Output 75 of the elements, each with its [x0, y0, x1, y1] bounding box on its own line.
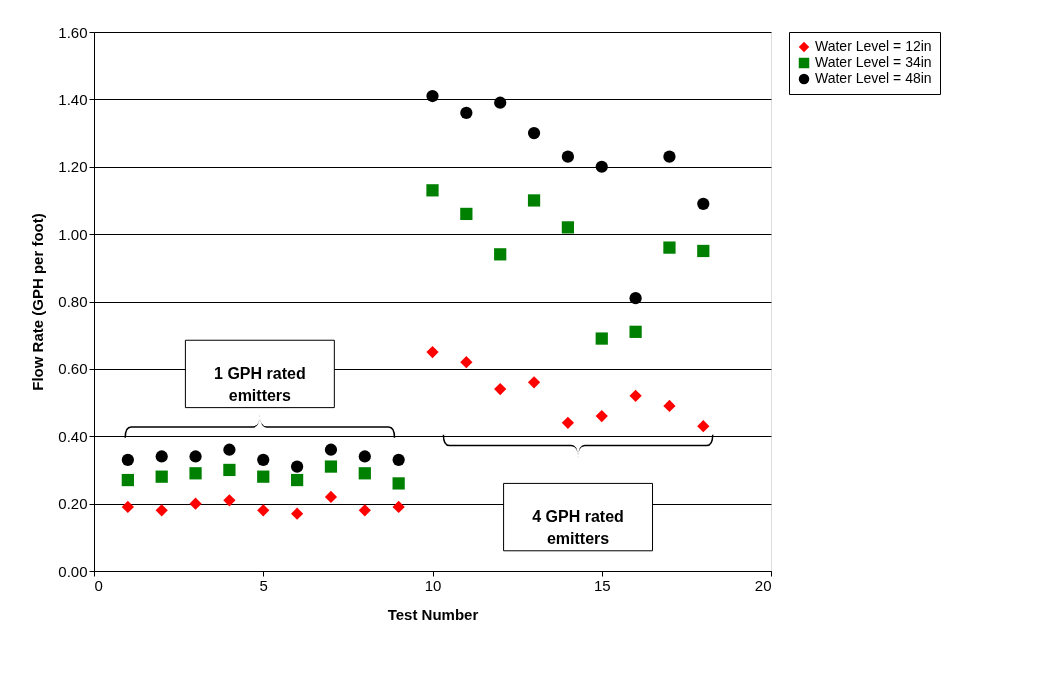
legend-label: Water Level = 12in: [815, 38, 932, 54]
x-tick-label: 10: [424, 576, 442, 594]
point: [290, 507, 304, 520]
point: [460, 207, 473, 221]
point: [494, 248, 507, 261]
point: [663, 150, 676, 163]
point: [155, 470, 168, 483]
point: [257, 504, 270, 517]
y-tick-label: 1.60: [58, 23, 88, 41]
point: [223, 494, 236, 507]
point: [426, 345, 439, 359]
x-tick-label: 15: [593, 576, 611, 594]
point: [663, 241, 676, 254]
point: [527, 194, 541, 207]
point: [629, 325, 642, 338]
y-tick-label: 0.20: [58, 495, 88, 513]
point: [257, 470, 270, 483]
point: [358, 450, 371, 463]
y-tick-label: 1.00: [58, 225, 88, 243]
point: [358, 504, 371, 517]
y-tick-label: 0.40: [58, 427, 88, 445]
point: [527, 376, 541, 389]
point: [223, 463, 236, 477]
point: [697, 197, 710, 210]
point: [426, 184, 439, 197]
point: [358, 467, 371, 480]
x-tick-label: 5: [259, 576, 268, 594]
point: [595, 409, 608, 423]
point: [663, 399, 676, 413]
point: [392, 477, 405, 490]
point: [189, 450, 202, 463]
point: [392, 500, 405, 514]
point: [460, 356, 473, 369]
point: [527, 126, 541, 140]
point: [494, 96, 507, 109]
point: [324, 443, 338, 456]
point: [697, 244, 710, 258]
point: [324, 490, 338, 504]
y-tick-label: 0.60: [58, 360, 88, 378]
y-tick-label: 0.80: [58, 293, 88, 310]
point: [629, 292, 642, 305]
legend-label: Water Level = 34in: [815, 54, 932, 70]
point: [595, 332, 608, 345]
x-axis-title: Test Number: [387, 605, 479, 623]
point: [290, 460, 304, 473]
y-tick-label: 1.40: [58, 90, 88, 108]
point: [189, 467, 202, 480]
point: [392, 453, 405, 466]
point: [561, 221, 575, 234]
y-tick-label: 0.00: [58, 562, 88, 580]
point: [629, 389, 642, 402]
point: [121, 473, 134, 487]
y-axis-title: Flow Rate (GPH per foot): [29, 213, 47, 391]
x-tick-label: 20: [754, 576, 772, 594]
y-tick-label: 1.20: [58, 158, 88, 176]
point: [697, 420, 710, 433]
annotation: 1 GPH rated emitters: [214, 364, 306, 404]
annotation: 4 GPH rated emitters: [532, 508, 624, 548]
point: [257, 453, 270, 466]
point: [121, 453, 134, 466]
point: [155, 504, 168, 517]
x-tick-label: 0: [94, 576, 103, 594]
legend-label: Water Level = 48in: [815, 70, 932, 86]
point: [561, 416, 575, 429]
point: [494, 382, 507, 396]
point: [189, 497, 202, 510]
point: [460, 106, 473, 119]
point: [595, 160, 608, 173]
point: [561, 150, 575, 163]
point: [426, 89, 439, 103]
point: [223, 443, 236, 456]
point: [155, 450, 168, 463]
point: [121, 500, 134, 514]
point: [324, 460, 338, 473]
point: [290, 473, 304, 487]
